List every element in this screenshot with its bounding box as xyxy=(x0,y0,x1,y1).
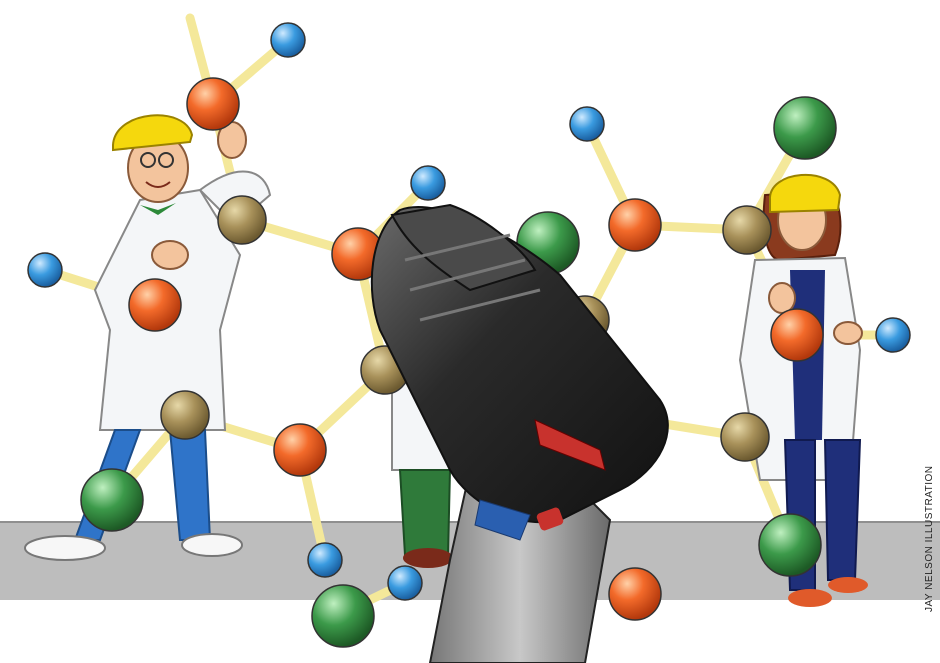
atom-blue xyxy=(410,165,446,201)
atom-orange xyxy=(186,77,240,131)
drill-red-stripe xyxy=(534,419,606,471)
cordless-drill xyxy=(370,203,669,663)
atom-green xyxy=(80,468,144,532)
atom-blue xyxy=(27,252,63,288)
atom-tan xyxy=(160,390,210,440)
atom-blue xyxy=(387,565,423,601)
atom-green xyxy=(758,513,822,577)
illustration-credit: JAY NELSON ILLUSTRATION xyxy=(924,465,935,612)
atom-blue xyxy=(270,22,306,58)
atom-tan xyxy=(217,195,267,245)
atom-orange xyxy=(128,278,182,332)
atom-green xyxy=(773,96,837,160)
drill-trigger xyxy=(536,507,564,531)
scientist-right xyxy=(738,174,868,607)
atom-orange xyxy=(770,308,824,362)
scientist-left xyxy=(24,114,272,561)
atom-blue xyxy=(307,542,343,578)
drill-body xyxy=(370,206,669,524)
atom-tan xyxy=(722,205,772,255)
atom-orange xyxy=(273,423,327,477)
atom-blue xyxy=(569,106,605,142)
atom-tan xyxy=(720,412,770,462)
atom-blue xyxy=(875,317,911,353)
atom-green xyxy=(311,584,375,648)
atom-orange xyxy=(608,567,662,621)
atom-orange xyxy=(608,198,662,252)
